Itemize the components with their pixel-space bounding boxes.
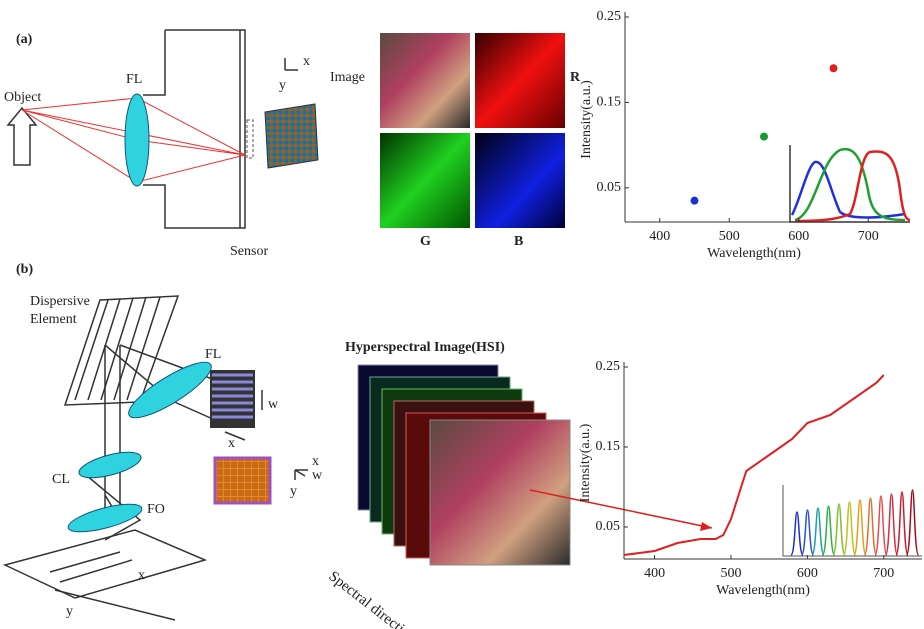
x-axis-label: Wavelength(nm) <box>716 583 810 598</box>
point <box>830 64 838 72</box>
label: FL <box>205 347 221 362</box>
y-tick-label: 0.15 <box>596 439 621 454</box>
label: x <box>138 568 145 583</box>
inset-peak <box>875 496 887 555</box>
y-tick-label: 0.05 <box>596 519 621 534</box>
x-tick-label: 500 <box>719 229 740 244</box>
figure: (a) Object FL Sensor x y Image R G B (b) <box>0 0 924 629</box>
label: x <box>228 436 235 451</box>
inset-peak <box>886 494 898 555</box>
inset-peak <box>791 512 803 555</box>
hsi-stack <box>358 365 570 565</box>
x-tick-label: 600 <box>797 566 818 581</box>
x-tick-label: 700 <box>873 566 894 581</box>
x-tick-label: 400 <box>644 566 665 581</box>
point <box>760 133 768 141</box>
camera-body <box>143 30 245 228</box>
label: Sensor <box>230 244 268 259</box>
label: Element <box>30 312 77 327</box>
blue-channel <box>475 133 565 228</box>
red-channel <box>475 33 565 128</box>
x-tick-label: 500 <box>720 566 741 581</box>
inset-peak <box>833 504 845 555</box>
inset-peak <box>802 510 814 555</box>
inset-axes <box>790 145 910 222</box>
label: x <box>312 454 319 469</box>
rgb-image <box>380 33 470 128</box>
green-channel <box>380 133 470 228</box>
label: Spectral direction(w) <box>325 568 435 629</box>
label: FL <box>126 72 142 87</box>
hsi-image <box>430 420 570 565</box>
label: y <box>290 484 297 499</box>
y-axis-label: Intensity(a.u.) <box>578 423 593 502</box>
sample-plane <box>5 530 205 598</box>
sensor-element <box>247 120 253 158</box>
inset-peak <box>896 492 908 555</box>
label: CL <box>52 472 70 487</box>
inset-peak <box>812 508 824 555</box>
lens <box>77 447 144 483</box>
x-tick-label: 700 <box>858 229 879 244</box>
label: y <box>279 78 286 93</box>
inset-spectra <box>783 485 922 556</box>
bayer-sensor <box>265 104 318 168</box>
y-tick-label: 0.15 <box>597 95 622 110</box>
panel-label: (b) <box>16 262 33 277</box>
scan-line <box>55 590 175 620</box>
label: B <box>514 234 523 249</box>
x-axis-label: Wavelength(nm) <box>707 246 801 261</box>
label: Image <box>330 70 365 85</box>
inset-peak <box>907 490 919 555</box>
y-tick-label: 0.25 <box>597 9 622 24</box>
point <box>691 197 699 205</box>
label: y <box>66 604 73 619</box>
axes <box>285 58 298 70</box>
panel-a-diagram: (a) Object FL Sensor x y Image R G B <box>4 30 910 259</box>
y-axis-label: Intensity(a.u.) <box>579 80 594 159</box>
arrow-head <box>700 522 712 531</box>
inset-curve <box>795 149 905 220</box>
data-cube <box>215 458 270 503</box>
label: Dispersive <box>30 294 90 309</box>
x-tick-label: 400 <box>649 229 670 244</box>
inset-curve <box>795 151 910 221</box>
x-tick-label: 600 <box>788 229 809 244</box>
inset-peak <box>823 506 835 555</box>
line <box>624 375 884 555</box>
inset-peak <box>854 500 866 555</box>
y-tick-label: 0.05 <box>597 180 622 195</box>
label: FO <box>147 502 165 517</box>
inset-peak <box>844 502 856 555</box>
data-cube <box>210 370 255 428</box>
hsi-title: Hyperspectral Image(HSI) <box>345 340 505 355</box>
inset-peak <box>865 498 877 555</box>
label: G <box>420 234 431 249</box>
label: w <box>268 397 279 412</box>
label: x <box>303 54 310 69</box>
cube-bands <box>212 375 253 417</box>
inset-curve <box>792 162 905 218</box>
y-tick-label: 0.25 <box>596 359 621 374</box>
page: { "panel_a": {"label": "(a)", "object": … <box>0 0 924 629</box>
lens <box>125 94 149 186</box>
label: w <box>312 468 323 483</box>
panel-label: (a) <box>16 32 33 47</box>
axes <box>295 470 308 480</box>
label: Object <box>4 90 41 105</box>
